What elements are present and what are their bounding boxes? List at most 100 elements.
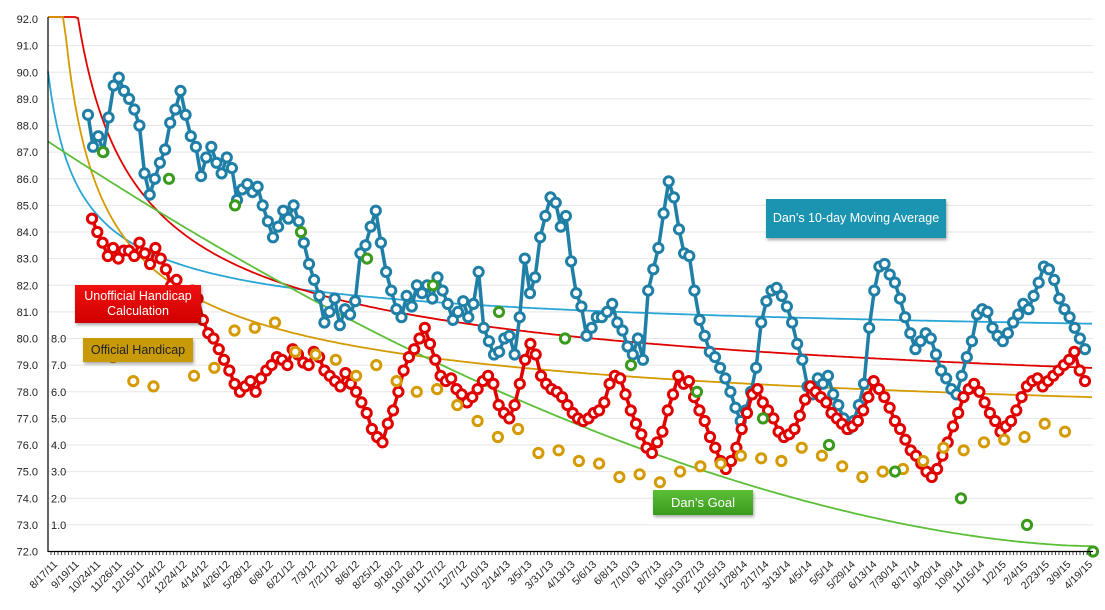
- unofficial-handicap-point: [735, 422, 748, 436]
- unofficial-handicap-point: [96, 236, 109, 249]
- unofficial-handicap-point: [154, 252, 167, 265]
- moving-average-point: [92, 130, 105, 143]
- unofficial-handicap-point: [339, 367, 352, 380]
- moving-average-point: [662, 175, 675, 188]
- official-handicap-point: [390, 375, 403, 388]
- moving-average-point: [277, 204, 290, 217]
- unofficial-handicap-point: [603, 377, 616, 390]
- moving-average-point: [1063, 311, 1076, 324]
- moving-average-point: [780, 300, 794, 313]
- goal-point: [1020, 518, 1034, 532]
- official-handicap-point: [836, 460, 849, 473]
- moving-average-point: [287, 199, 300, 212]
- moving-average-point: [986, 321, 999, 334]
- moving-average-point: [467, 297, 480, 310]
- secondary-y-tick-label: 2.0: [51, 493, 66, 505]
- moving-average-point: [112, 71, 125, 84]
- unofficial-handicap-point: [556, 391, 569, 404]
- moving-average-point: [724, 385, 737, 398]
- moving-average-point: [554, 220, 567, 233]
- official-handicap-point: [268, 316, 282, 329]
- unofficial-handicap-point: [756, 396, 769, 409]
- unofficial-handicap-point: [1031, 372, 1044, 385]
- unofficial-handicap-point: [381, 417, 394, 430]
- secondary-y-tick-label: 8.0: [51, 334, 66, 346]
- moving-average-point: [169, 103, 182, 116]
- moving-average-point: [441, 297, 454, 310]
- moving-average-point: [436, 284, 449, 297]
- moving-average-point: [534, 231, 547, 244]
- moving-average-point: [364, 220, 377, 233]
- moving-average-point: [446, 313, 459, 326]
- goal-point: [360, 252, 374, 265]
- secondary-y-tick-label: 6.0: [51, 387, 66, 399]
- unofficial-handicap-point: [899, 433, 912, 446]
- unofficial-handicap-point: [212, 343, 225, 356]
- moving-average-point: [400, 289, 413, 302]
- moving-average-point: [493, 345, 506, 358]
- unofficial-handicap-point: [265, 359, 278, 372]
- unofficial-handicap-point: [1068, 345, 1081, 358]
- moving-average-point: [672, 223, 686, 236]
- unofficial-handicap-point: [413, 332, 426, 345]
- unofficial-handicap-point: [101, 249, 114, 263]
- y-tick-label: 85.0: [17, 200, 38, 212]
- unofficial-handicap-point: [91, 225, 104, 239]
- unofficial-handicap-point: [1063, 353, 1076, 366]
- moving-average-point: [184, 130, 197, 143]
- moving-average-point: [518, 252, 531, 265]
- moving-average-point: [755, 316, 768, 329]
- moving-average-point: [369, 204, 382, 217]
- moving-average-point: [215, 167, 228, 180]
- unofficial-handicap-point: [508, 399, 521, 412]
- moving-average-point: [667, 191, 681, 204]
- unofficial-handicap-point: [751, 383, 764, 396]
- official-handicap-point: [653, 476, 667, 489]
- unofficial-handicap-point: [888, 414, 902, 428]
- unofficial-handicap-point: [492, 399, 505, 412]
- moving-average-point: [174, 84, 187, 98]
- moving-average-point: [205, 140, 218, 153]
- official-handicap-point: [289, 345, 302, 358]
- y-tick-label: 80.0: [17, 334, 38, 346]
- moving-average-point: [631, 332, 645, 345]
- official-handicap-point: [451, 399, 464, 412]
- moving-average-point: [472, 265, 485, 278]
- unofficial-handicap-point: [857, 404, 870, 417]
- secondary-y-axis-ticks: 1.0 2.0 3.0 4.0 5.0 6.0 7.0 8.0: [51, 334, 66, 532]
- moving-average-point: [616, 324, 629, 337]
- unofficial-handicap-point: [207, 332, 220, 345]
- unofficial-handicap-point: [851, 414, 865, 428]
- moving-average-point: [559, 209, 573, 223]
- moving-average-point: [791, 337, 804, 350]
- moving-average-point: [1068, 321, 1081, 334]
- unofficial-handicap-point: [973, 385, 986, 398]
- moving-average-point: [786, 316, 799, 329]
- moving-average-point: [302, 257, 316, 271]
- moving-average-point: [611, 316, 624, 329]
- moving-average-point: [297, 236, 310, 249]
- unofficial-handicap-point: [466, 391, 479, 404]
- moving-average-point: [657, 207, 670, 220]
- official-handicap-point: [410, 385, 423, 398]
- unofficial-handicap-point: [957, 391, 970, 404]
- moving-average-label-text: Dan’s 10-day Moving Average: [772, 211, 940, 225]
- unofficial-handicap-point: [376, 436, 389, 449]
- moving-average-point: [1027, 289, 1040, 302]
- moving-average-point: [523, 287, 537, 300]
- moving-average-point: [426, 292, 439, 305]
- unofficial-handicap-point: [138, 247, 151, 260]
- y-tick-label: 78.0: [17, 387, 38, 399]
- moving-average-point: [688, 284, 701, 297]
- official-handicap-point: [957, 444, 970, 457]
- moving-average-point: [708, 351, 722, 364]
- moving-average-point: [580, 329, 593, 342]
- unofficial-handicap-point: [878, 391, 891, 404]
- unofficial-handicap-point: [223, 364, 236, 377]
- official-handicap-point: [228, 324, 241, 337]
- official-handicap-label: Official Handicap: [83, 338, 193, 362]
- y-tick-label: 90.0: [17, 67, 38, 79]
- unofficial-handicap-point: [593, 404, 606, 417]
- unofficial-handicap-point: [635, 428, 648, 441]
- unofficial-handicap-point: [799, 393, 812, 406]
